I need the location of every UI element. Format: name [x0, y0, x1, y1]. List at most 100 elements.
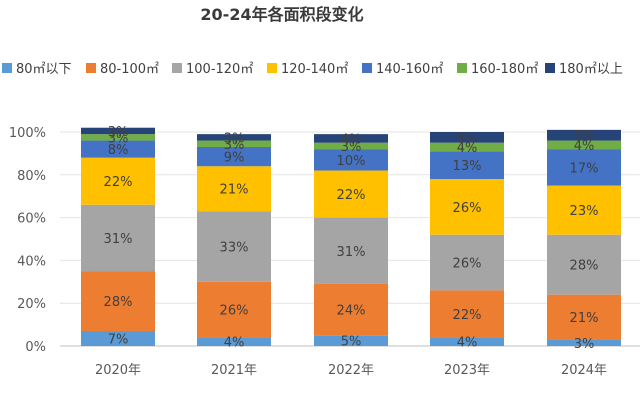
bar-segment — [81, 157, 155, 205]
legend-label-3: 100-120㎡ — [186, 62, 253, 77]
bar-segment — [430, 142, 504, 152]
bar-segment — [81, 331, 155, 346]
bar-segment — [81, 127, 155, 135]
bar-segment — [314, 142, 388, 150]
bar-segment — [547, 185, 621, 235]
bar-segment — [430, 290, 504, 338]
y-tick-label: 100% — [9, 126, 46, 141]
data-label: 24% — [337, 304, 366, 319]
bar-segment — [197, 281, 271, 338]
bars: 7%28%31%22%8%3%3%4%26%33%21%9%3%3%5%24%3… — [81, 125, 621, 352]
data-label: 13% — [453, 159, 482, 174]
bar-segment — [430, 337, 504, 346]
bar-segment — [314, 149, 388, 171]
data-label: 22% — [453, 308, 482, 323]
legend-swatch-7 — [545, 63, 555, 73]
y-tick-label: 20% — [17, 297, 46, 312]
bar-segment — [314, 335, 388, 346]
data-label: 9% — [224, 151, 245, 166]
data-label: 33% — [220, 240, 249, 255]
data-label: 7% — [108, 333, 129, 348]
legend-label-4: 120-140㎡ — [281, 62, 348, 77]
data-label: 5% — [457, 131, 478, 146]
bar-segment — [547, 339, 621, 346]
bar-segment — [197, 134, 271, 141]
y-axis: 0% 20% 40% 60% 80% 100% — [9, 126, 46, 355]
data-label: 5% — [574, 129, 595, 144]
data-label: 31% — [104, 232, 133, 247]
data-label: 3% — [108, 125, 129, 140]
legend-label-6: 160-180㎡ — [471, 62, 538, 77]
data-label: 31% — [337, 245, 366, 260]
data-label: 26% — [220, 304, 249, 319]
bar-segment — [314, 134, 388, 143]
y-tick-label: 0% — [25, 340, 46, 355]
data-label: 4% — [341, 132, 362, 147]
bar-segment — [547, 294, 621, 340]
bar-segment — [81, 271, 155, 332]
legend-swatch-4 — [267, 63, 277, 73]
bar-segment — [547, 140, 621, 150]
bar-segment — [314, 170, 388, 218]
x-tick-label: 2020年 — [95, 363, 141, 378]
bar-segment — [197, 146, 271, 167]
data-label: 28% — [570, 259, 599, 274]
data-label: 3% — [224, 131, 245, 146]
x-tick-label: 2024年 — [561, 363, 607, 378]
bar-segment — [547, 129, 621, 141]
bar-segment — [197, 211, 271, 282]
data-label: 4% — [574, 139, 595, 154]
y-tick-label: 60% — [17, 212, 46, 227]
data-label: 5% — [341, 335, 362, 350]
bar-segment — [314, 217, 388, 284]
bar-segment — [547, 234, 621, 295]
data-label: 4% — [224, 336, 245, 351]
chart-title: 20-24年各面积段变化 — [200, 5, 363, 24]
x-tick-label: 2021年 — [211, 363, 257, 378]
data-label: 8% — [108, 143, 129, 158]
data-label: 10% — [337, 154, 366, 169]
bar-segment — [197, 166, 271, 212]
legend-label-7: 180㎡以上 — [559, 62, 623, 77]
bar-segment — [547, 149, 621, 186]
data-label: 4% — [457, 141, 478, 156]
bar-segment — [81, 134, 155, 141]
bar-segment — [81, 204, 155, 272]
data-label: 21% — [570, 311, 599, 326]
x-tick-label: 2023年 — [444, 363, 490, 378]
legend-swatch-3 — [172, 63, 182, 73]
data-label: 26% — [453, 257, 482, 272]
data-label: 22% — [337, 188, 366, 203]
legend-swatch-1 — [2, 63, 12, 73]
data-label: 3% — [108, 131, 129, 146]
data-label: 4% — [457, 336, 478, 351]
legend-label-5: 140-160㎡ — [376, 62, 443, 77]
bar-segment — [430, 151, 504, 180]
legend-label-1: 80㎡以下 — [16, 62, 72, 77]
x-tick-label: 2022年 — [328, 363, 374, 378]
legend-swatch-5 — [362, 63, 372, 73]
bar-segment — [197, 337, 271, 346]
x-axis: 2020年 2021年 2022年 2023年 2024年 — [95, 363, 607, 378]
legend-label-2: 80-100㎡ — [100, 62, 159, 77]
bar-segment — [81, 140, 155, 158]
bar-segment — [430, 179, 504, 235]
data-label: 3% — [574, 337, 595, 352]
data-label: 22% — [104, 175, 133, 190]
data-label: 3% — [224, 138, 245, 153]
data-label: 21% — [220, 183, 249, 198]
data-label: 3% — [341, 140, 362, 155]
legend: 80㎡以下 80-100㎡ 100-120㎡ 120-140㎡ 140-160㎡ 160-… — [2, 62, 623, 77]
y-tick-label: 80% — [17, 169, 46, 184]
data-label: 26% — [453, 201, 482, 216]
y-tick-label: 40% — [17, 254, 46, 269]
data-label: 23% — [570, 204, 599, 219]
data-label: 28% — [104, 295, 133, 310]
bar-segment — [197, 140, 271, 147]
bar-segment — [430, 234, 504, 291]
legend-swatch-6 — [457, 63, 467, 73]
bar-segment — [314, 283, 388, 336]
bar-segment — [430, 132, 504, 143]
legend-swatch-2 — [86, 63, 96, 73]
